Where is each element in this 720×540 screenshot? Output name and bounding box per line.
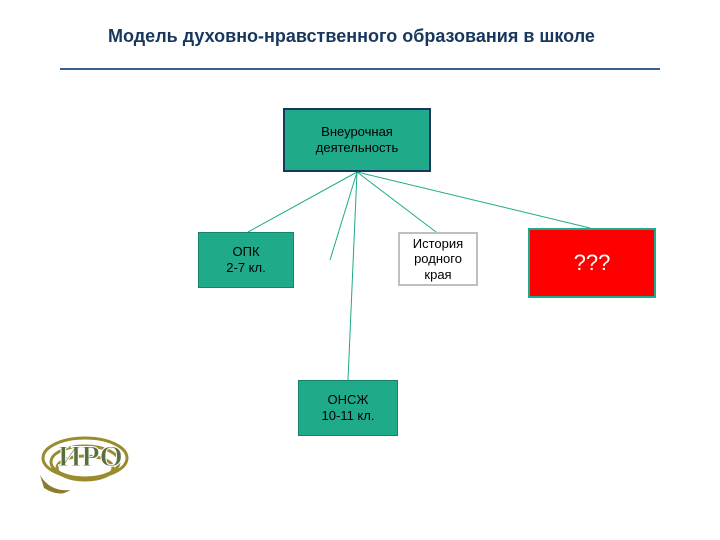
logo-icon: ИРО <box>30 420 140 500</box>
node-onszh: ОНСЖ10-11 кл. <box>298 380 398 436</box>
node-unknown: ??? <box>528 228 656 298</box>
node-opk-label: ОПК2-7 кл. <box>226 244 265 275</box>
node-history: История родного края <box>398 232 478 286</box>
slide-canvas: Модель духовно-нравственного образования… <box>0 0 720 540</box>
node-unknown-label: ??? <box>574 250 611 276</box>
node-onszh-label: ОНСЖ10-11 кл. <box>322 392 375 423</box>
title-underline <box>60 68 660 70</box>
node-opk: ОПК2-7 кл. <box>198 232 294 288</box>
svg-text:ИРО: ИРО <box>58 440 123 473</box>
node-root-label: Внеурочная деятельность <box>285 124 429 155</box>
node-history-label: История родного края <box>400 236 476 283</box>
page-title: Модель духовно-нравственного образования… <box>108 26 595 47</box>
node-root: Внеурочная деятельность <box>283 108 431 172</box>
